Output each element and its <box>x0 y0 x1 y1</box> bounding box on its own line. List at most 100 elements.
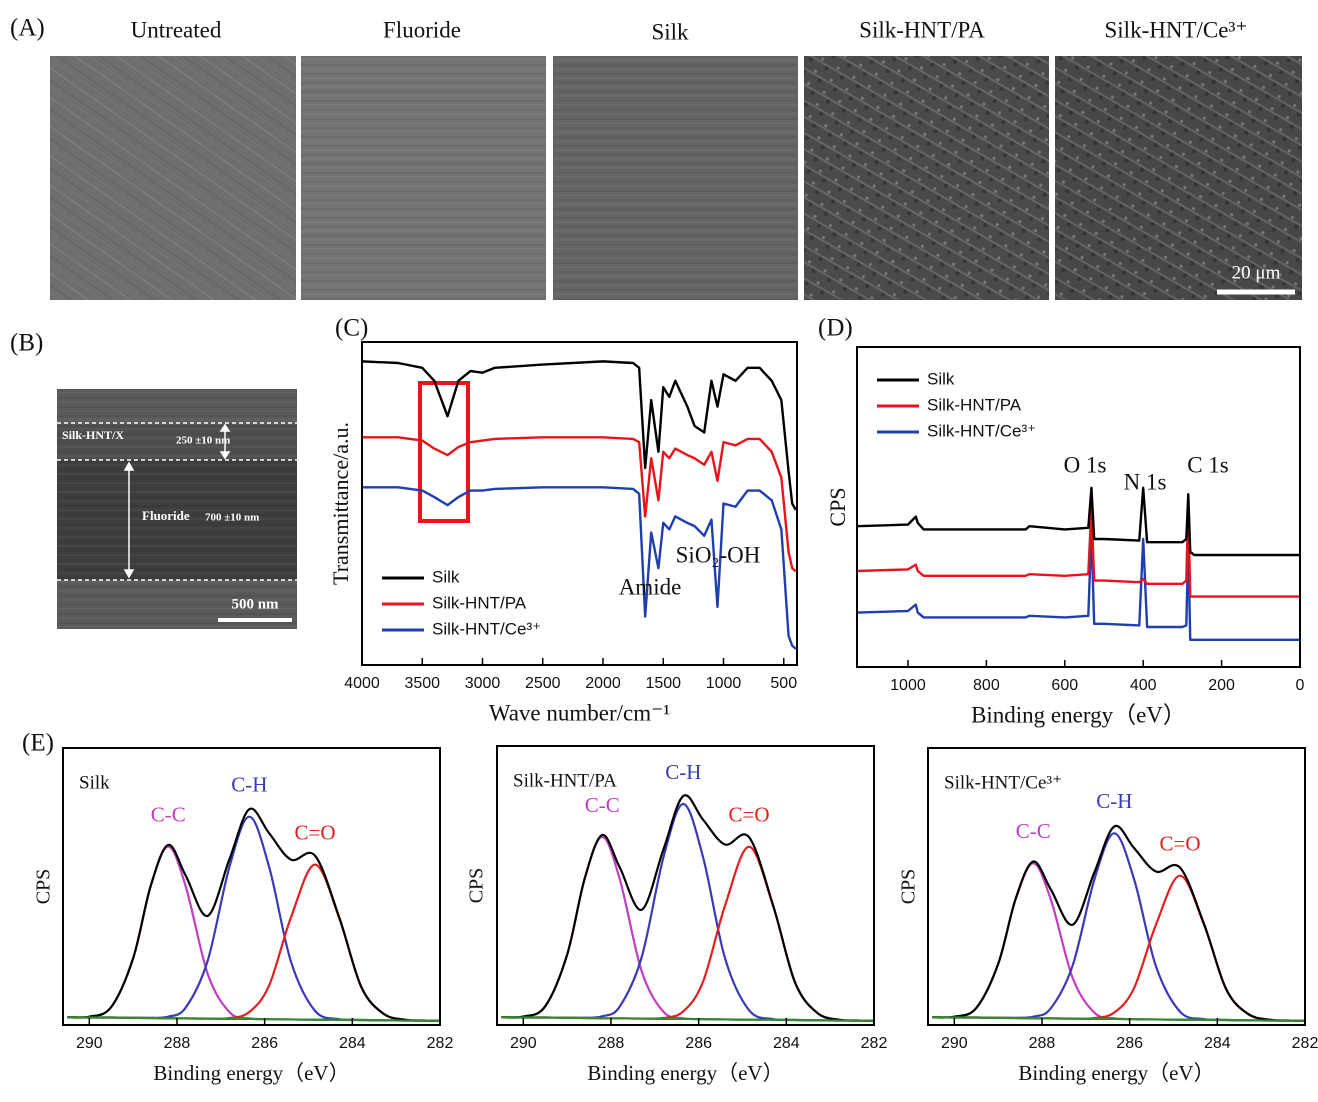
series-line <box>501 794 875 1022</box>
x-tick-label: 290 <box>941 1035 968 1052</box>
x-tick-label: 284 <box>1204 1035 1231 1052</box>
peak-label: C=O <box>1160 832 1201 856</box>
series-line <box>932 1016 1306 1022</box>
x-tick-label: 0 <box>1296 677 1305 694</box>
peak-label: C-H <box>231 773 267 797</box>
chart-title: Silk <box>79 772 110 793</box>
sem-image <box>804 56 1049 300</box>
y-axis-label: CPS <box>466 868 488 904</box>
x-axis-label: Binding energy（eV） <box>971 702 1186 727</box>
image-caption: Untreated <box>131 17 222 42</box>
x-tick-label: 1000 <box>890 677 926 694</box>
annotation: O 1s <box>1064 452 1107 477</box>
panel-label: (E) <box>22 730 54 757</box>
y-axis-label: CPS <box>825 487 850 526</box>
plot-frame <box>496 745 875 1026</box>
series-line <box>67 815 441 1022</box>
image-caption: Silk-HNT/PA <box>859 17 985 42</box>
x-tick-label: 200 <box>1208 677 1235 694</box>
sem-image <box>301 56 546 300</box>
x-tick-label: 286 <box>1116 1035 1143 1052</box>
series-line <box>856 486 1300 557</box>
x-tick-label: 1000 <box>706 675 742 692</box>
x-tick-label: 290 <box>76 1035 103 1052</box>
plot-frame <box>927 747 1306 1026</box>
chart-title: Silk-HNT/PA <box>513 770 617 791</box>
chart: (E) 290 288 286 284 282 Binding energy（eV） CPS S… <box>22 730 453 1085</box>
peak-label: C-C <box>585 793 620 817</box>
peak-label: C=O <box>295 820 336 844</box>
chart: 290 288 286 284 282 Binding energy（eV） CPS Silk… <box>466 745 888 1085</box>
chart: (C) 4000 3500 3000 2500 2000 1500 1000 500 Wave n… <box>328 315 798 725</box>
peak-label: C-C <box>1016 819 1051 843</box>
x-tick-label: 1500 <box>645 675 681 692</box>
series-line <box>856 528 1300 641</box>
legend-label: Silk-HNT/PA <box>927 395 1022 414</box>
scale-bar-label: 500 nm <box>231 596 279 612</box>
scale-bar-label: 20 μm <box>1232 262 1281 283</box>
x-tick-label: 282 <box>427 1035 454 1052</box>
annotation: C 1s <box>1187 452 1229 477</box>
series-line <box>932 832 1306 1022</box>
sem-image <box>553 56 798 300</box>
annotation: Amide <box>619 574 682 599</box>
x-tick-label: 3500 <box>404 675 440 692</box>
panel-label: (D) <box>818 315 853 342</box>
x-tick-label: 288 <box>1029 1035 1056 1052</box>
x-tick-label: 284 <box>773 1035 800 1052</box>
x-tick-label: 286 <box>251 1035 278 1052</box>
peak-label: C-C <box>151 802 186 826</box>
plot-frame <box>856 346 1301 668</box>
legend-label: Silk-HNT/PA <box>432 593 527 612</box>
peak-label: C=O <box>729 803 770 827</box>
chart: (D) 1000 800 600 400 200 0 Binding energy（eV） CP… <box>818 315 1305 728</box>
panel-label: (A) <box>10 15 45 42</box>
y-axis-label: Transmittance/a.u. <box>328 422 353 585</box>
x-tick-label: 282 <box>861 1035 888 1052</box>
series-line <box>501 1016 875 1022</box>
series-line <box>501 835 875 1022</box>
y-axis-label: CPS <box>898 869 920 905</box>
x-tick-label: 290 <box>510 1035 537 1052</box>
series-line <box>501 845 875 1022</box>
legend-label: Silk-HNT/Ce³⁺ <box>432 619 541 638</box>
image-caption: Fluoride <box>383 17 461 42</box>
chart-title: Silk-HNT/Ce³⁺ <box>944 772 1062 793</box>
thickness-label: 700 ±10 nm <box>205 512 259 524</box>
x-axis-label: Binding energy（eV） <box>1018 1061 1214 1085</box>
series-line <box>67 1016 441 1022</box>
x-axis-label: Binding energy（eV） <box>153 1061 349 1085</box>
x-tick-label: 282 <box>1292 1035 1318 1052</box>
plot-frame <box>361 341 798 666</box>
series-line <box>361 360 797 511</box>
thickness-label: 250 ±10 nm <box>176 435 230 447</box>
x-tick-label: 4000 <box>344 675 380 692</box>
series-line <box>856 502 1300 598</box>
sem-image <box>1055 56 1302 300</box>
annotation: N 1s <box>1124 469 1167 494</box>
series-line <box>67 807 441 1022</box>
x-tick-label: 600 <box>1051 677 1078 694</box>
x-tick-label: 288 <box>598 1035 625 1052</box>
x-axis-label: Binding energy（eV） <box>587 1061 783 1085</box>
layer-label: Silk-HNT/X <box>62 428 124 442</box>
legend-label: Silk <box>927 369 955 388</box>
image-caption: Silk-HNT/Ce³⁺ <box>1105 17 1248 42</box>
y-axis-label: CPS <box>33 869 55 905</box>
peak-label: C-H <box>1096 789 1132 813</box>
image-caption: Silk <box>651 19 689 44</box>
panel-label: (C) <box>335 315 368 342</box>
x-tick-label: 2500 <box>525 675 561 692</box>
plot-frame <box>62 747 441 1026</box>
series-line <box>362 436 797 573</box>
annotation: SiO₂-OH <box>676 542 761 567</box>
panel-label: (B) <box>10 330 43 357</box>
layer-label: Fluoride <box>142 508 190 523</box>
x-tick-label: 3000 <box>465 675 501 692</box>
series-line <box>67 845 441 1022</box>
x-tick-label: 400 <box>1130 677 1157 694</box>
chart: 290 288 286 284 282 Binding energy（eV） CPS Silk… <box>898 747 1318 1085</box>
sem-image <box>50 56 296 300</box>
x-tick-label: 286 <box>685 1035 712 1052</box>
